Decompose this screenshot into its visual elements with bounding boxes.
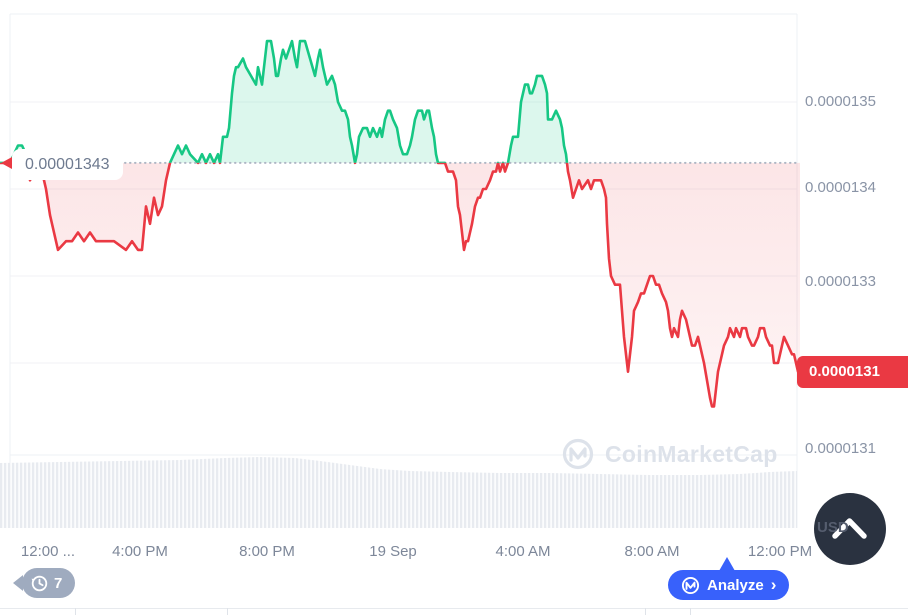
analyze-button[interactable]: Analyze › [668,570,790,600]
current-price-badge: 0.0000131 [797,356,908,388]
price-chart[interactable] [0,0,800,530]
x-axis-label: 4:00 PM [112,543,168,560]
price-line-up [0,39,569,163]
baseline-price-label: 0.00001343 [12,149,123,180]
x-axis-label: 12:00 ... [20,543,76,560]
y-axis-label: 0.0000135 [805,93,876,110]
area-below-baseline [0,162,800,407]
y-axis-label: 0.0000134 [805,179,876,196]
series-start-arrow-icon [1,157,12,169]
x-axis-label: 8:00 AM [624,543,680,560]
table-column-divider [690,608,691,615]
area-above-baseline [10,41,567,163]
y-axis-label: 0.0000133 [805,273,876,290]
analyze-label: Analyze [707,576,764,594]
pane-borders [10,13,797,456]
table-column-divider [227,608,228,615]
x-axis-label: 8:00 PM [239,543,295,560]
chevron-right-icon: › [770,574,777,594]
history-count: 7 [54,574,63,592]
range-navigator[interactable] [0,457,797,528]
currency-toggle[interactable]: USD [817,519,849,536]
x-axis-label: 4:00 AM [495,543,551,560]
table-top-border [0,608,908,609]
table-column-divider [645,608,646,615]
history-count-bubble[interactable]: 7 [12,568,76,598]
coinmarketcap-logo-icon [681,576,700,594]
scroll-to-top-button[interactable] [814,493,886,565]
y-axis-label: 0.0000131 [805,440,876,457]
price-line-down [0,162,800,408]
table-column-divider [75,608,76,615]
history-clock-icon [31,575,48,591]
x-axis-label: 19 Sep [369,543,417,560]
analyze-bubble-tail [719,557,735,571]
chevron-up-icon [832,518,867,539]
x-axis-label: 12:00 PM [747,543,813,560]
gridlines [10,101,797,364]
